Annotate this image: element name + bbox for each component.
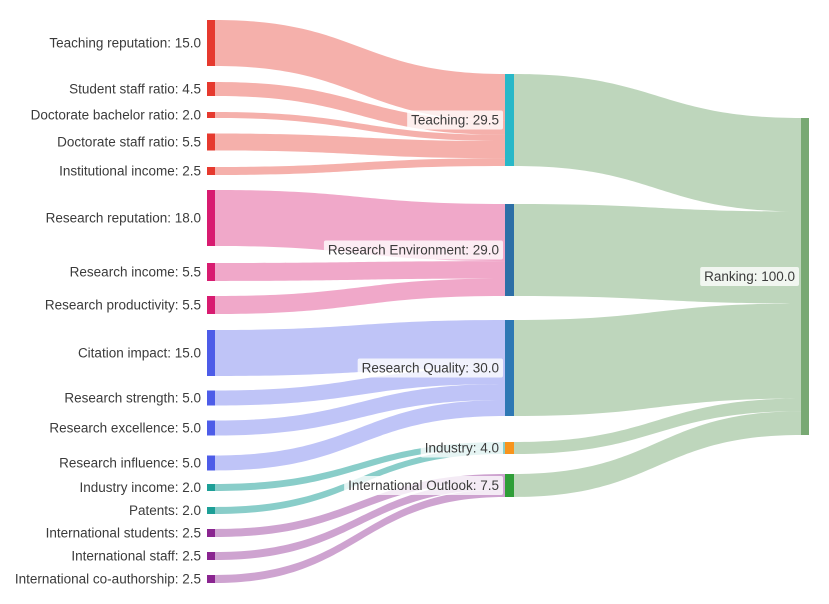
- node-label-bg-teaching: [407, 110, 503, 130]
- sankey-link-teaching_reputation-to-teaching[interactable]: [215, 20, 505, 121]
- sankey-node-research_environment[interactable]: [505, 204, 514, 296]
- sankey-link-international_outlook-to-ranking[interactable]: [514, 411, 801, 497]
- sankey-node-research_excellence[interactable]: [207, 420, 215, 436]
- node-label-international_students: International students: 2.5: [46, 526, 201, 541]
- sankey-node-teaching[interactable]: [505, 74, 514, 166]
- node-label-ranking: Ranking: 100.0: [704, 269, 795, 284]
- sankey-link-industry-to-ranking[interactable]: [514, 398, 801, 454]
- node-label-research_environment: Research Environment: 29.0: [328, 243, 499, 258]
- sankey-link-research_productivity-to-research_environment[interactable]: [215, 278, 505, 314]
- sankey-node-international_coauthorship[interactable]: [207, 575, 215, 583]
- sankey-link-institutional_income-to-teaching[interactable]: [215, 158, 505, 175]
- node-label-research_quality: Research Quality: 30.0: [362, 361, 499, 376]
- sankey-link-research_excellence-to-research_quality[interactable]: [215, 384, 505, 436]
- node-label-teaching_reputation: Teaching reputation: 15.0: [49, 36, 201, 51]
- node-label-international_coauthorship: International co-authorship: 2.5: [15, 572, 201, 587]
- sankey-node-industry[interactable]: [505, 442, 514, 454]
- node-label-bg-research_quality: [357, 358, 503, 378]
- sankey-node-research_quality[interactable]: [505, 320, 514, 416]
- sankey-node-international_staff[interactable]: [207, 552, 215, 560]
- sankey-link-doctorate_staff_ratio-to-teaching[interactable]: [215, 133, 505, 159]
- node-label-research_influence: Research influence: 5.0: [59, 456, 201, 471]
- node-label-industry: Industry: 4.0: [425, 441, 499, 456]
- sankey-node-research_reputation[interactable]: [207, 190, 215, 246]
- sankey-node-research_influence[interactable]: [207, 455, 215, 471]
- sankey-link-international_students-to-international_outlook[interactable]: [215, 474, 505, 537]
- sankey-node-patents[interactable]: [207, 507, 215, 514]
- sankey-link-teaching-to-ranking[interactable]: [514, 74, 801, 212]
- sankey-node-institutional_income[interactable]: [207, 167, 215, 175]
- sankey-link-international_coauthorship-to-international_outlook[interactable]: [215, 489, 505, 583]
- sankey-node-research_strength[interactable]: [207, 390, 215, 406]
- sankey-node-student_staff_ratio[interactable]: [207, 82, 215, 96]
- node-label-doctorate_staff_ratio: Doctorate staff ratio: 5.5: [57, 135, 201, 150]
- sankey-node-ranking[interactable]: [801, 118, 809, 435]
- node-label-research_excellence: Research excellence: 5.0: [49, 421, 201, 436]
- sankey-link-research_quality-to-ranking[interactable]: [514, 303, 801, 416]
- sankey-node-international_outlook[interactable]: [505, 474, 514, 497]
- sankey-link-research_income-to-research_environment[interactable]: [215, 261, 505, 281]
- sankey-node-industry_income[interactable]: [207, 484, 215, 491]
- node-label-research_income: Research income: 5.5: [70, 265, 201, 280]
- node-label-bg-industry: [420, 438, 503, 458]
- sankey-node-citation_impact[interactable]: [207, 330, 215, 376]
- node-label-student_staff_ratio: Student staff ratio: 4.5: [69, 82, 201, 97]
- sankey-node-teaching_reputation[interactable]: [207, 20, 215, 66]
- sankey-node-research_income[interactable]: [207, 263, 215, 281]
- sankey-node-research_productivity[interactable]: [207, 296, 215, 314]
- node-label-international_staff: International staff: 2.5: [71, 549, 201, 564]
- node-label-bg-ranking: [700, 267, 799, 286]
- sankey-link-research_influence-to-research_quality[interactable]: [215, 400, 505, 471]
- node-label-bg-international_outlook: [344, 476, 503, 495]
- sankey-link-doctorate_bachelor_ratio-to-teaching[interactable]: [215, 112, 505, 142]
- node-label-doctorate_bachelor_ratio: Doctorate bachelor ratio: 2.0: [31, 108, 201, 123]
- node-label-teaching: Teaching: 29.5: [411, 113, 499, 128]
- node-label-patents: Patents: 2.0: [129, 503, 201, 518]
- sankey-link-industry_income-to-industry[interactable]: [215, 442, 505, 491]
- node-label-research_strength: Research strength: 5.0: [64, 391, 201, 406]
- sankey-node-doctorate_bachelor_ratio[interactable]: [207, 112, 215, 118]
- node-label-industry_income: Industry income: 2.0: [79, 480, 201, 495]
- node-label-institutional_income: Institutional income: 2.5: [59, 164, 201, 179]
- node-label-international_outlook: International Outlook: 7.5: [348, 478, 499, 493]
- node-label-bg-research_environment: [323, 240, 503, 260]
- sankey-node-doctorate_staff_ratio[interactable]: [207, 133, 215, 151]
- sankey-link-international_staff-to-international_outlook[interactable]: [215, 481, 505, 560]
- sankey-link-research_environment-to-ranking[interactable]: [514, 204, 801, 304]
- node-label-research_reputation: Research reputation: 18.0: [46, 211, 201, 226]
- sankey-node-international_students[interactable]: [207, 529, 215, 537]
- node-label-citation_impact: Citation impact: 15.0: [78, 346, 201, 361]
- node-label-research_productivity: Research productivity: 5.5: [45, 298, 201, 313]
